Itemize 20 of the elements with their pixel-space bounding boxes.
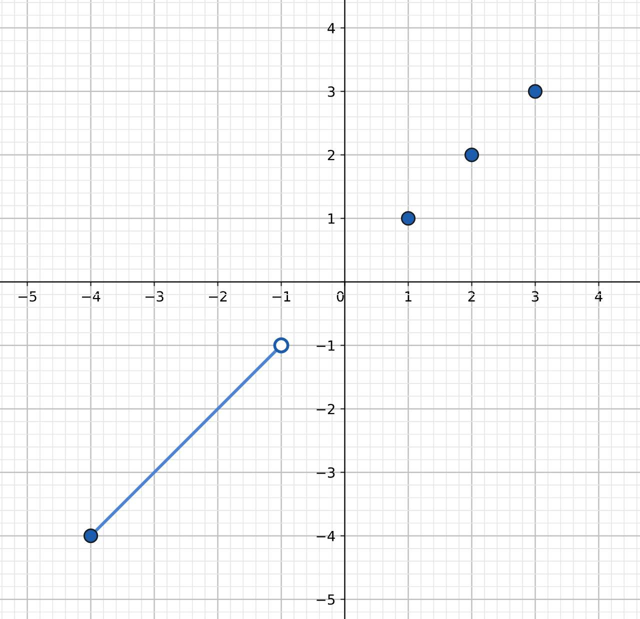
x-tick-label: −4 — [82, 291, 100, 302]
x-tick-label: 2 — [468, 291, 475, 302]
y-tick-label: −3 — [316, 467, 335, 478]
x-tick-label: −2 — [209, 291, 227, 302]
x-tick-label: −3 — [146, 291, 164, 302]
y-tick-label: 2 — [328, 150, 334, 160]
x-tick-label: 1 — [405, 291, 412, 302]
y-tick-label: 4 — [328, 23, 335, 34]
y-tick-label: 1 — [328, 214, 334, 224]
x-tick-label: 4 — [594, 291, 602, 302]
x-tick-label: 0 — [336, 291, 344, 302]
y-tick-label: −1 — [316, 340, 334, 351]
point — [273, 337, 290, 354]
y-tick-label: −4 — [316, 530, 335, 542]
x-tick-label: −1 — [272, 291, 290, 302]
y-tick-label: −2 — [316, 404, 334, 414]
y-tick-label: −5 — [316, 594, 335, 605]
y-tick-label: 3 — [328, 86, 335, 97]
x-tick-label: −5 — [18, 291, 36, 302]
x-tick-label: 3 — [532, 291, 539, 302]
